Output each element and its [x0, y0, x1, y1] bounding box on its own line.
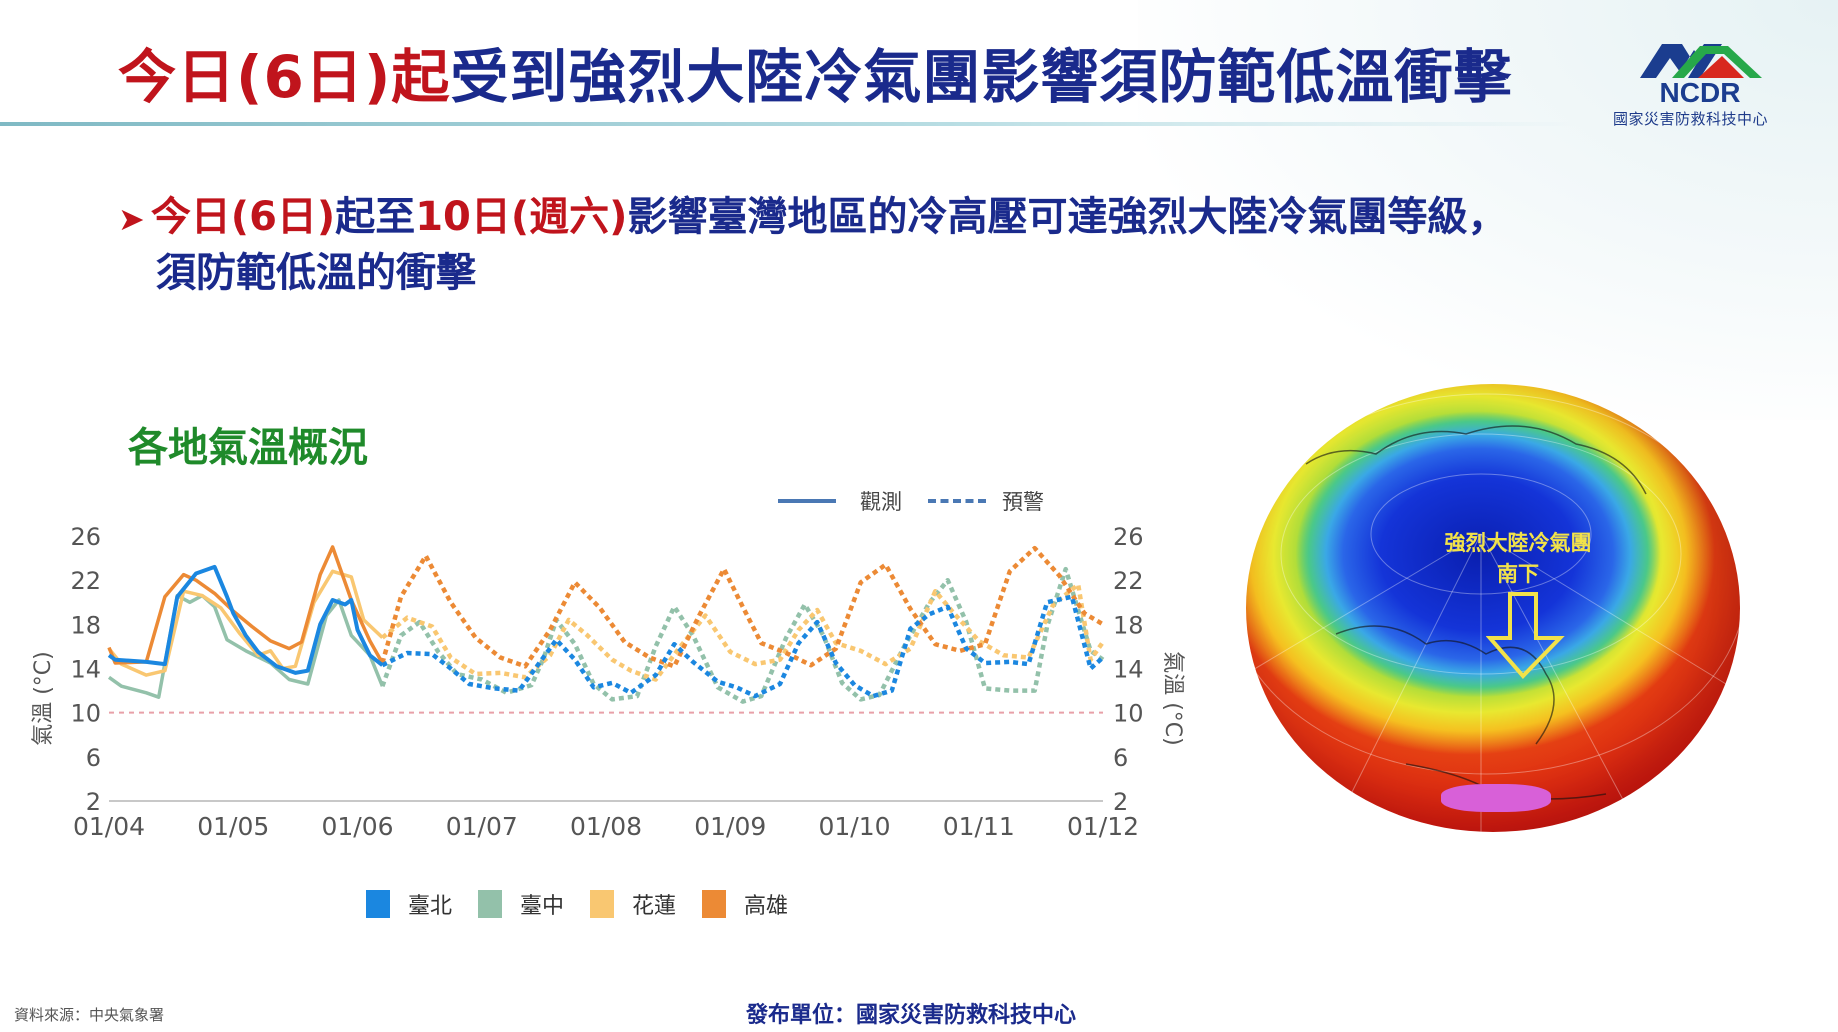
- bullet-line-1: ➤ 今日(6日)起至10日(週六)影響臺灣地區的冷高壓可達強烈大陸冷氣團等級，: [118, 190, 1507, 246]
- header-divider: [0, 122, 1580, 126]
- bullet-point: ➤ 今日(6日)起至10日(週六)影響臺灣地區的冷高壓可達強烈大陸冷氣團等級， 須…: [118, 190, 1507, 300]
- bullet-line-2: 須防範低溫的衝擊: [156, 250, 476, 296]
- observed-line: [107, 569, 384, 677]
- title-highlight: 今日(6日)起: [118, 43, 451, 111]
- line-style-legend: 觀測 預警: [778, 486, 1044, 516]
- page-title: 今日(6日)起受到強烈大陸冷氣團影響須防範低溫衝擊: [118, 30, 1512, 114]
- legend-label: 高雄: [744, 894, 789, 919]
- observed-line: [107, 564, 384, 675]
- globe-label-line-2: 南下: [1497, 562, 1539, 586]
- y-tick-left: 6: [86, 744, 101, 772]
- y-tick-right: 22: [1113, 567, 1144, 595]
- chart-section-title: 各地氣溫概況: [128, 425, 368, 471]
- y-tick-left: 22: [70, 567, 101, 595]
- forecast-line: [381, 594, 1105, 699]
- bullet-text: 影響臺灣地區的冷高壓可達強烈大陸冷氣團等級，: [627, 194, 1508, 240]
- x-tick: 01/12: [1067, 812, 1139, 841]
- y-tick-left: 26: [70, 523, 101, 551]
- legend-label: 臺北: [408, 894, 453, 919]
- legend-swatch-icon: [590, 890, 615, 918]
- cold-anomaly-patch: [1441, 784, 1551, 812]
- y-tick-right: 6: [1113, 744, 1128, 772]
- y-tick-left: 2: [86, 788, 101, 816]
- legend-item: 花蓮: [590, 888, 676, 920]
- y-axis-label-right: 氣溫 (°C): [1160, 651, 1185, 746]
- y-tick-left: 14: [70, 656, 101, 684]
- bullet-date-end: 10日(週六): [415, 194, 628, 240]
- bullet-date-start: 今日(6日): [150, 194, 336, 240]
- logo-acronym: NCDR: [1660, 77, 1741, 108]
- x-tick: 01/06: [321, 812, 393, 841]
- forecast-line: [380, 582, 1105, 682]
- x-tick: 01/04: [73, 812, 145, 841]
- x-tick: 01/08: [570, 812, 642, 841]
- globe-label-line-1: 強烈大陸冷氣團: [1444, 531, 1592, 555]
- legend-observed: 觀測: [860, 490, 902, 514]
- forecast-line: [380, 566, 1105, 704]
- ncdr-logo-icon: NCDR: [1640, 44, 1762, 108]
- legend-forecast: 預警: [1002, 490, 1044, 514]
- y-tick-right: 18: [1113, 611, 1144, 639]
- legend-swatch-icon: [702, 890, 727, 918]
- dashed-line-swatch-icon: [928, 499, 986, 503]
- legend-swatch-icon: [366, 890, 390, 918]
- data-source: 資料來源：中央氣象署: [14, 1006, 165, 1024]
- legend-item: 臺北: [366, 888, 452, 920]
- y-tick-right: 10: [1113, 700, 1144, 728]
- title-main: 受到強烈大陸冷氣團影響須防範低溫衝擊: [450, 43, 1513, 111]
- x-tick: 01/11: [943, 812, 1015, 841]
- legend-label: 臺中: [520, 894, 565, 919]
- bullet-text: 起至: [335, 194, 416, 240]
- solid-line-swatch-icon: [778, 499, 836, 503]
- x-tick: 01/07: [446, 812, 518, 841]
- down-arrow-icon: [1486, 592, 1565, 679]
- y-tick-left: 10: [70, 700, 101, 728]
- y-tick-right: 14: [1113, 656, 1144, 684]
- x-tick: 01/09: [694, 812, 766, 841]
- globe-annotation: 強烈大陸冷氣團 南下: [1428, 528, 1608, 590]
- y-tick-right: 2: [1113, 788, 1128, 816]
- forecast-line: [380, 545, 1105, 669]
- temperature-globe-map: [1246, 384, 1740, 832]
- bullet-arrow-icon: ➤: [118, 200, 145, 238]
- org-name: 國家災害防救科技中心: [1613, 110, 1769, 128]
- y-tick-right: 26: [1113, 523, 1144, 551]
- x-tick: 01/05: [197, 812, 269, 841]
- city-legend: 臺北 臺中 花蓮 高雄: [366, 888, 814, 920]
- x-tick: 01/10: [818, 812, 890, 841]
- observed-line: [107, 593, 385, 699]
- observed-line: [107, 545, 384, 665]
- legend-swatch-icon: [478, 890, 503, 918]
- publisher: 發布單位：國家災害防救科技中心: [746, 1003, 1077, 1028]
- y-axis-label-left: 氣溫 (°C): [31, 651, 56, 746]
- y-tick-left: 18: [70, 611, 101, 639]
- legend-label: 花蓮: [632, 894, 677, 919]
- legend-item: 臺中: [478, 888, 564, 920]
- legend-item: 高雄: [702, 888, 788, 920]
- chart-series: [107, 545, 1105, 704]
